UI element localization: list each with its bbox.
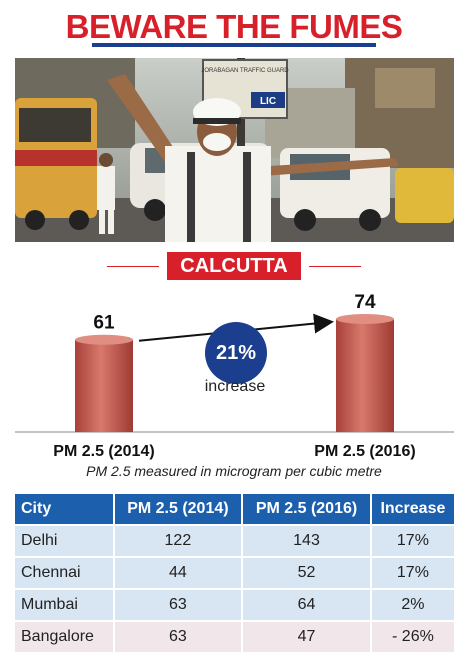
sign-text: JORABAGAN TRAFFIC GUARD (201, 68, 289, 74)
cell-increase: - 26% (369, 622, 454, 652)
category-label: PM 2.5 (2014) (53, 443, 154, 460)
category-label: PM 2.5 (2016) (314, 443, 415, 460)
cell-increase: 2% (369, 590, 454, 620)
cell-city: Bangalore (15, 622, 113, 652)
chart-note: PM 2.5 measured in microgram per cubic m… (86, 463, 382, 479)
cell-city: Mumbai (15, 590, 113, 620)
cell-pm-2016: 47 (241, 622, 370, 652)
increase-label: increase (204, 378, 266, 395)
traffic-police-photo: JORABAGAN TRAFFIC GUARD LIC (15, 58, 454, 242)
increase-badge: 21% (205, 322, 267, 384)
bar-chart: 61 PM 2.5 (2014) 74 PM 2.5 (2016) (15, 292, 454, 460)
cell-pm-2016: 52 (241, 558, 370, 588)
cell-pm-2014: 63 (112, 590, 242, 620)
header-pm-2014: PM 2.5 (2014) (112, 494, 242, 524)
table-row: Chennai 44 52 17% (15, 558, 454, 588)
bar-cap-1 (336, 314, 394, 324)
bar-cap-0 (75, 334, 133, 345)
title-underline (92, 43, 376, 47)
cell-pm-2014: 63 (112, 622, 242, 652)
header-pm-2016: PM 2.5 (2016) (241, 494, 370, 524)
page-title: BEWARE THE FUMES (65, 8, 403, 45)
cell-increase: 17% (369, 558, 454, 588)
header-increase: Increase (369, 494, 454, 524)
table-row: Delhi 122 143 17% (15, 526, 454, 556)
cell-city: Chennai (15, 558, 113, 588)
table-row: Mumbai 63 64 2% (15, 590, 454, 620)
table-row: Bangalore 63 47 - 26% (15, 622, 454, 652)
cell-increase: 17% (369, 526, 454, 556)
cell-pm-2014: 44 (112, 558, 242, 588)
cell-pm-2016: 143 (241, 526, 370, 556)
bar-0 (75, 339, 133, 432)
bar-value-label: 74 (354, 292, 376, 313)
cell-city: Delhi (15, 526, 113, 556)
bar-value-label: 61 (93, 313, 115, 334)
header-city: City (15, 494, 113, 524)
table-header-row: City PM 2.5 (2014) PM 2.5 (2016) Increas… (15, 494, 454, 524)
sign-lic: LIC (260, 96, 276, 107)
bar-1 (336, 319, 394, 432)
city-table: City PM 2.5 (2014) PM 2.5 (2016) Increas… (15, 492, 454, 654)
cell-pm-2016: 64 (241, 590, 370, 620)
cell-pm-2014: 122 (112, 526, 242, 556)
city-tag: CALCUTTA (107, 252, 361, 280)
